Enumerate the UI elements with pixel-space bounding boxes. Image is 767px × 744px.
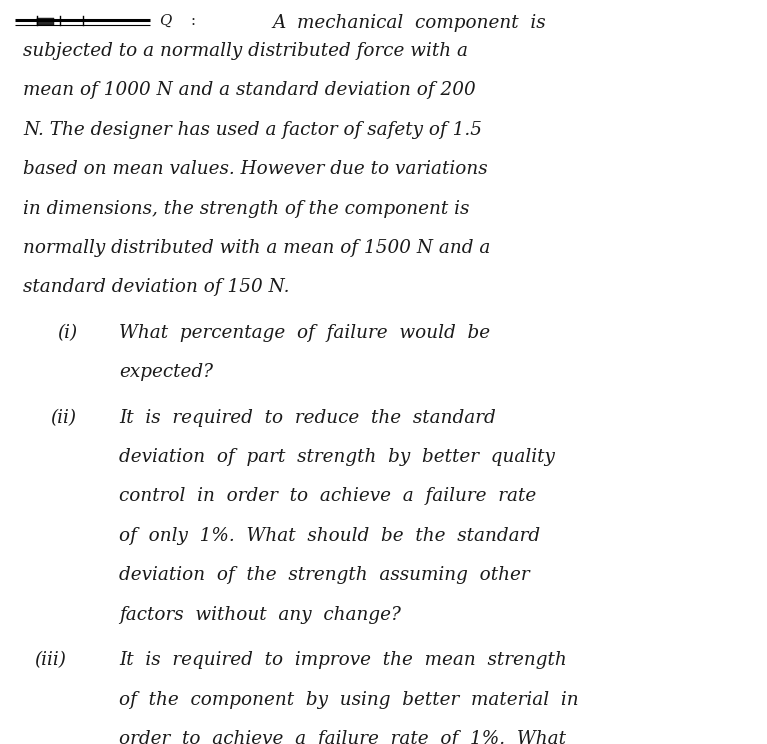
Text: It  is  required  to  improve  the  mean  strength: It is required to improve the mean stren… [119,651,567,669]
Text: N. The designer has used a factor of safety of 1.5: N. The designer has used a factor of saf… [23,121,482,138]
Text: deviation  of  part  strength  by  better  quality: deviation of part strength by better qua… [119,448,555,466]
Text: Q: Q [159,14,171,28]
Text: expected?: expected? [119,363,213,381]
Text: standard deviation of 150 N.: standard deviation of 150 N. [23,278,289,296]
Text: order  to  achieve  a  failure  rate  of  1%.  What: order to achieve a failure rate of 1%. W… [119,730,566,744]
FancyBboxPatch shape [37,18,54,25]
Text: A  mechanical  component  is: A mechanical component is [272,14,546,32]
Text: normally distributed with a mean of 1500 N and a: normally distributed with a mean of 1500… [23,239,490,257]
Text: of  only  1%.  What  should  be  the  standard: of only 1%. What should be the standard [119,527,540,545]
Text: deviation  of  the  strength  assuming  other: deviation of the strength assuming other [119,566,529,584]
Text: :: : [190,14,196,28]
Text: factors  without  any  change?: factors without any change? [119,606,401,623]
Text: mean of 1000 N and a standard deviation of 200: mean of 1000 N and a standard deviation … [23,81,476,99]
Text: based on mean values. However due to variations: based on mean values. However due to var… [23,160,488,178]
Text: What  percentage  of  failure  would  be: What percentage of failure would be [119,324,490,341]
Text: (i): (i) [58,324,77,341]
Text: It  is  required  to  reduce  the  standard: It is required to reduce the standard [119,408,495,426]
Text: in dimensions, the strength of the component is: in dimensions, the strength of the compo… [23,199,469,217]
Text: control  in  order  to  achieve  a  failure  rate: control in order to achieve a failure ra… [119,487,536,505]
Text: subjected to a normally distributed force with a: subjected to a normally distributed forc… [23,42,468,60]
Text: of  the  component  by  using  better  material  in: of the component by using better materia… [119,690,578,708]
Text: (iii): (iii) [35,651,67,669]
Text: (ii): (ii) [50,408,76,426]
